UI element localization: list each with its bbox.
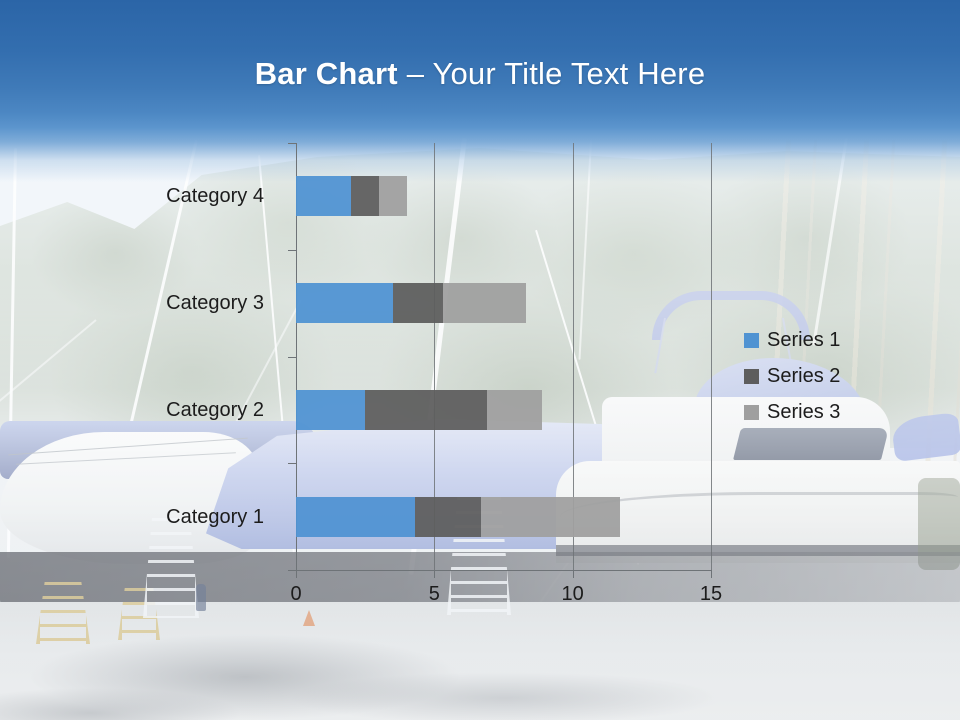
legend-label: Series 3 [767,400,841,423]
legend-label: Series 2 [767,364,841,387]
category-axis-tickmark [288,356,296,358]
bar-segment[interactable] [296,283,393,324]
legend-item[interactable]: Series 2 [744,358,840,394]
legend-swatch [744,404,759,420]
category-axis-tickmark [288,570,296,571]
bar-segment[interactable] [351,176,379,217]
legend-item[interactable]: Series 3 [744,394,840,430]
title-band [0,0,960,182]
x-axis-tickmark [572,571,574,578]
gridline [711,143,712,570]
category-axis [296,143,297,571]
bar-segment[interactable] [442,283,526,324]
bar-segment[interactable] [379,176,407,217]
slide-title-bold: Bar Chart [254,56,398,91]
x-tick-label: 15 [699,583,723,605]
bar-segment[interactable] [486,389,543,430]
category-label: Category 3 [166,292,264,315]
x-tick-label: 5 [428,583,440,605]
bar-segment[interactable] [365,389,487,430]
gridline [572,143,574,570]
x-axis-tickmark [711,571,712,578]
bar-segment[interactable] [392,283,443,324]
category-axis-tickmark [288,143,296,144]
bar-segment[interactable] [296,496,415,537]
bar-segment[interactable] [481,496,620,537]
category-axis-tickmark [288,463,296,465]
bar-segment[interactable] [414,496,482,537]
x-tick-label: 0 [290,583,302,605]
legend-swatch [744,368,759,384]
category-label: Category 1 [166,505,264,528]
value-axis [288,570,712,571]
category-label: Category 2 [166,398,264,421]
category-label: Category 4 [166,185,264,208]
x-tick-label: 10 [561,583,584,605]
bar-segment[interactable] [296,389,366,430]
slide-title-regular: – Your Title Text Here [406,56,706,91]
bar-segment[interactable] [296,176,352,217]
plot-area: 0 5 10 15 Category 1 Category 2 Category 3 Cate… [166,143,722,605]
x-axis-tickmark [434,571,436,578]
legend: Series 1 Series 2 Series 3 [744,322,840,430]
legend-swatch [744,332,759,348]
gridline [434,143,436,570]
legend-label: Series 1 [767,328,841,351]
slide-title: Bar Chart – Your Title Text Here [0,56,960,92]
legend-item[interactable]: Series 1 [744,322,840,358]
x-axis-tickmark [296,571,297,578]
category-axis-tickmark [288,249,296,251]
